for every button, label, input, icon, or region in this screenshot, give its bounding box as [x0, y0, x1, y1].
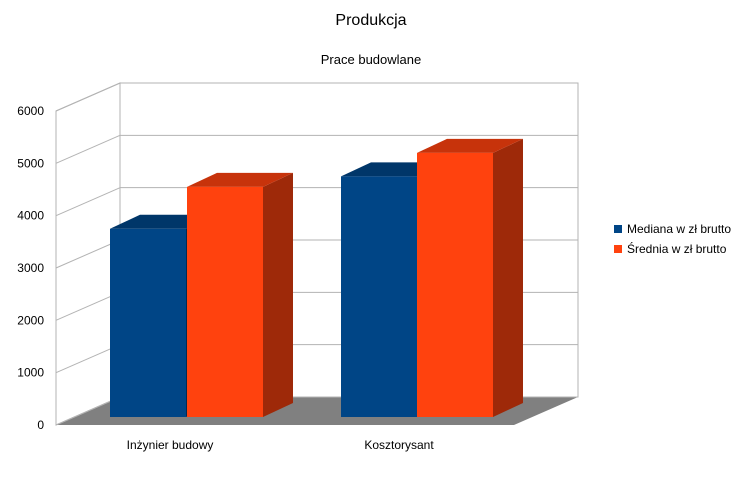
y-tick-label: 1000 [17, 366, 44, 380]
bar-top [187, 172, 293, 187]
y-tick-label: 3000 [17, 261, 44, 275]
chart-title: Produkcja [335, 12, 407, 29]
bar [417, 152, 493, 417]
x-tick-label: Inżynier budowy [127, 438, 214, 452]
legend-label-mediana: Mediana w zł brutto [627, 222, 732, 236]
y-tick-label: 4000 [17, 209, 44, 223]
x-tick-label: Kosztorysant [364, 438, 434, 452]
gridline-side [55, 134, 121, 164]
gridline-side [55, 344, 121, 374]
y-tick-label: 5000 [17, 156, 44, 170]
gridline-side [55, 396, 121, 426]
gridline-side [55, 239, 121, 269]
y-tick-label: 6000 [17, 104, 44, 118]
bar-top [417, 138, 523, 153]
gridline-side [55, 291, 121, 321]
legend-swatch-mediana [614, 225, 622, 233]
gridline-side [55, 187, 121, 217]
chart-legend: Mediana w zł brutto Średnia w zł brutto [614, 219, 731, 259]
legend-label-srednia: Średnia w zł brutto [627, 242, 727, 256]
legend-item-srednia: Średnia w zł brutto [614, 239, 731, 259]
gridline-side [55, 82, 121, 112]
bar-side [263, 172, 293, 417]
bar [110, 228, 186, 417]
chart-subtitle: Prace budowlane [320, 52, 422, 67]
legend-item-mediana: Mediana w zł brutto [614, 219, 731, 239]
bar [341, 176, 417, 417]
y-tick-label: 0 [37, 418, 44, 432]
bar [187, 186, 263, 417]
bar-side [493, 138, 523, 417]
legend-swatch-srednia [614, 245, 622, 253]
y-tick-label: 2000 [17, 313, 44, 327]
